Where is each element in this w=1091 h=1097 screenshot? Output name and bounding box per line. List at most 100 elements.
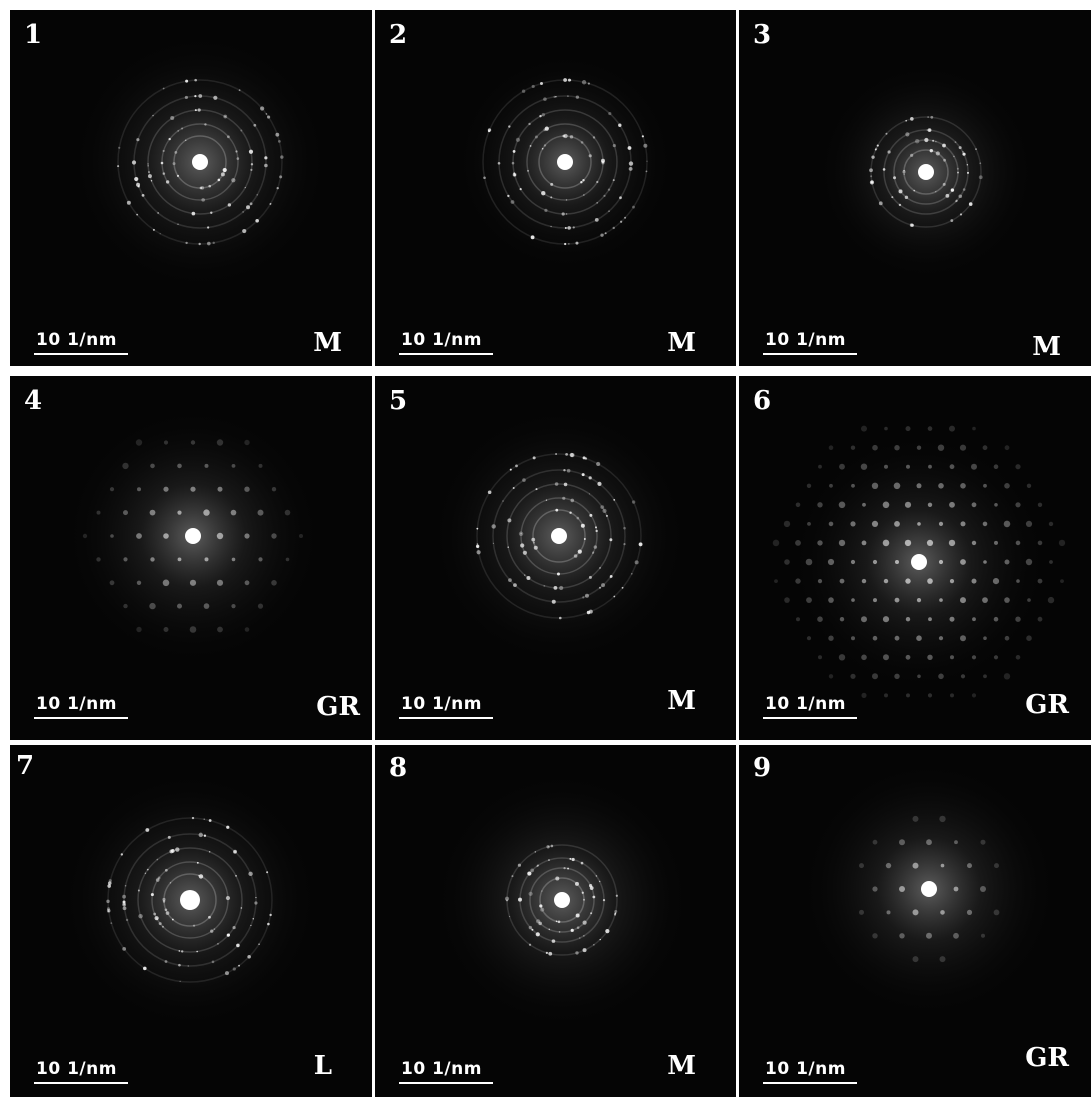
diffraction-spot: [255, 896, 257, 899]
diffraction-spot: [192, 924, 196, 927]
diffraction-spot: [1037, 502, 1043, 507]
panel-4: 4 10 1/nm GR: [10, 376, 372, 740]
diffraction-spot: [994, 540, 998, 545]
diffraction-spot: [1004, 559, 1010, 565]
diffraction-spot: [502, 500, 504, 502]
diffraction-spot: [1025, 520, 1033, 527]
diffraction-spot: [266, 871, 269, 874]
diffraction-spot: [924, 137, 929, 143]
diffraction-spot: [592, 552, 594, 554]
diffraction-spot: [862, 502, 866, 507]
diffraction-spot: [565, 213, 568, 215]
central-beam: [921, 881, 937, 897]
diffraction-spot: [927, 116, 929, 118]
diffraction-spot: [774, 579, 778, 583]
diffraction-spot: [512, 172, 517, 177]
diffraction-spot: [164, 960, 168, 963]
diffraction-spot: [257, 509, 264, 516]
diffraction-spot: [910, 153, 914, 157]
diffraction-spot: [551, 939, 556, 943]
diffraction-spot: [938, 636, 944, 641]
diffraction-spot: [882, 501, 890, 509]
diffraction-spot: [939, 815, 946, 823]
diffraction-spot: [1004, 635, 1010, 641]
scale-bar: [399, 717, 493, 719]
diffraction-spot: [162, 579, 170, 587]
diffraction-spot: [511, 161, 515, 165]
phase-label: M: [667, 686, 696, 716]
diffraction-spot: [904, 195, 909, 200]
diffraction-spot: [607, 188, 611, 191]
diffraction-spot: [772, 539, 780, 547]
diffraction-spot: [136, 626, 142, 633]
diffraction-spot: [577, 549, 582, 554]
diffraction-spot: [828, 597, 834, 603]
diffraction-spot: [522, 478, 526, 482]
diffraction-spot: [566, 468, 571, 473]
diffraction-spot: [839, 617, 845, 622]
diffraction-spot: [966, 164, 969, 166]
diffraction-spot: [927, 502, 933, 507]
phase-label: M: [1032, 332, 1061, 362]
diffraction-spot: [960, 521, 966, 527]
diffraction-spot: [850, 445, 856, 450]
diffraction-spot: [962, 188, 966, 191]
diffraction-spot: [882, 539, 890, 547]
diffraction-spot: [172, 162, 176, 166]
diffraction-spot: [960, 635, 966, 642]
diffraction-spot: [859, 863, 864, 869]
diffraction-spot: [605, 929, 610, 934]
diffraction-spot: [615, 894, 618, 897]
diffraction-spot: [238, 89, 241, 92]
scale-bar: [763, 353, 857, 355]
diffraction-spot: [953, 932, 959, 939]
panel-number: 1: [24, 20, 43, 50]
diffraction-spot: [135, 439, 143, 446]
diffraction-spot: [163, 486, 169, 492]
diffraction-spot: [582, 596, 585, 599]
diffraction-spot: [583, 194, 585, 196]
diffraction-spot: [144, 872, 147, 874]
diffraction-spot: [176, 174, 180, 177]
diffraction-spot: [231, 464, 236, 468]
diffraction-spot: [269, 202, 272, 205]
diffraction-spot: [122, 900, 126, 904]
diffraction-spot: [628, 161, 634, 166]
diffraction-spot: [570, 498, 575, 503]
diffraction-spot: [583, 537, 586, 540]
diffraction-spot: [264, 163, 268, 168]
diffraction-spot: [217, 943, 219, 945]
diffraction-spot: [548, 951, 553, 956]
diffraction-spot: [582, 920, 587, 925]
diffraction-spot: [532, 541, 535, 544]
diffraction-spot: [604, 232, 607, 235]
diffraction-spot: [511, 875, 514, 878]
diffraction-spot: [269, 203, 272, 206]
diffraction-spot: [198, 242, 201, 246]
diffraction-spot: [602, 508, 607, 513]
diffraction-spot: [250, 163, 254, 166]
diffraction-spot: [181, 127, 184, 130]
panel-2: 2 10 1/nm M: [375, 10, 736, 366]
diffraction-spot: [169, 849, 174, 854]
central-beam: [911, 554, 927, 570]
diffraction-spot: [957, 171, 959, 174]
diffraction-spot: [254, 901, 258, 905]
diffraction-spot: [979, 162, 982, 165]
diffraction-spot: [935, 151, 940, 156]
diffraction-spot: [204, 123, 207, 126]
diffraction-ring: [512, 109, 618, 215]
diffraction-spot: [487, 490, 492, 495]
diffraction-spot: [960, 559, 966, 565]
diffraction-spot: [207, 226, 210, 229]
diffraction-spot: [807, 522, 811, 526]
diffraction-spot: [580, 180, 583, 184]
diffraction-spot: [885, 132, 888, 135]
diffraction-spot: [1015, 655, 1021, 660]
diffraction-spot: [992, 578, 1000, 585]
diffraction-spot: [242, 211, 245, 213]
diffraction-spot: [175, 847, 180, 852]
diffraction-spot: [276, 186, 279, 190]
diffraction-spot: [594, 217, 599, 222]
diffraction-spot: [859, 909, 864, 915]
